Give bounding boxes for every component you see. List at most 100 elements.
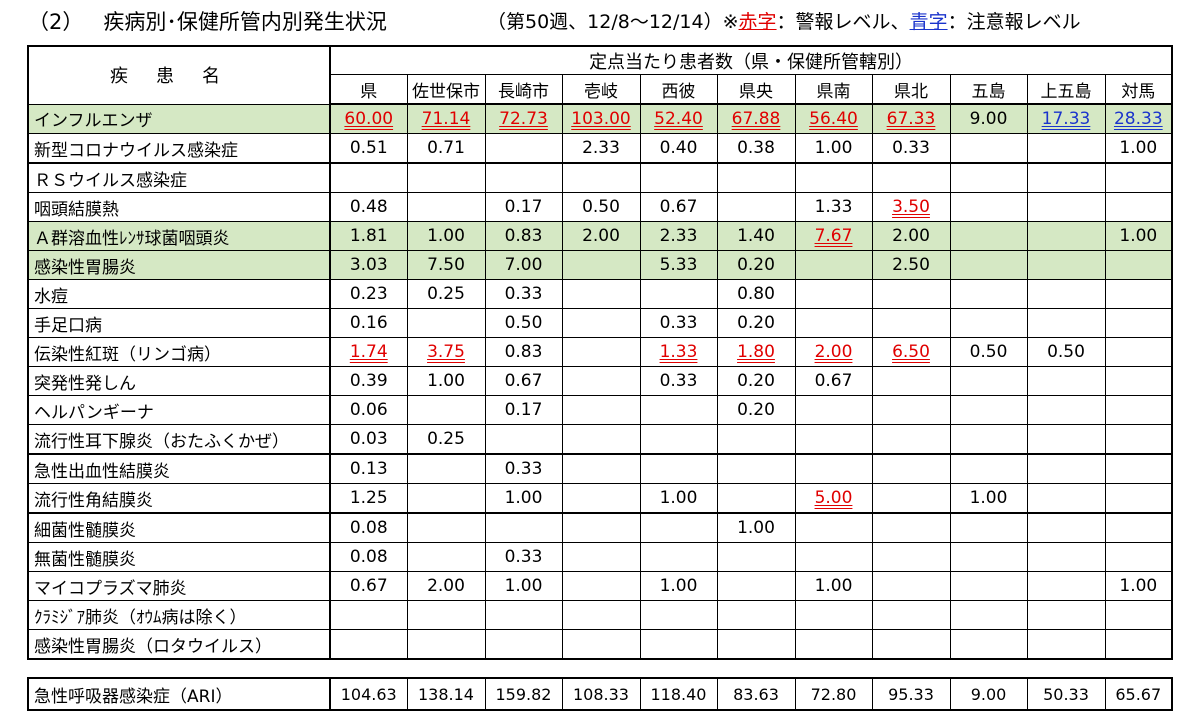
rate-cell — [406, 308, 486, 338]
disease-name: 感染性胃腸炎 — [27, 250, 331, 280]
rate-cell — [561, 512, 641, 543]
rate-cell — [794, 600, 873, 630]
rate-value: 0.17 — [504, 400, 543, 420]
rate-value-alert: 7.67 — [814, 226, 853, 246]
rate-cell: 0.50 — [949, 337, 1028, 367]
rate-cell — [484, 512, 563, 543]
rate-cell: 1.81 — [329, 221, 408, 251]
rate-cell — [949, 366, 1028, 396]
rate-cell: 0.33 — [484, 542, 563, 572]
rate-cell: 2.33 — [639, 221, 718, 251]
rate-cell: 1.80 — [716, 337, 796, 367]
rate-cell — [639, 395, 718, 425]
rate-cell: 0.50 — [1026, 337, 1106, 367]
rate-value: 0.08 — [349, 547, 388, 567]
rate-cell — [716, 162, 796, 193]
legend-red-word: 赤字 — [738, 11, 777, 33]
ari-value: 118.40 — [639, 677, 718, 711]
rate-cell — [716, 600, 796, 630]
rate-value: 0.16 — [349, 313, 388, 333]
rate-cell: 0.25 — [406, 279, 486, 309]
rate-cell — [1104, 453, 1174, 484]
rate-cell — [1104, 192, 1174, 222]
rate-cell: 0.67 — [484, 366, 563, 396]
rate-cell: 2.33 — [561, 133, 641, 164]
ari-value: 65.67 — [1104, 677, 1173, 711]
rate-value: 0.25 — [427, 429, 465, 449]
rate-cell: 0.16 — [329, 308, 408, 338]
rate-cell: 1.00 — [1104, 133, 1174, 164]
rate-value: 0.50 — [969, 342, 1008, 362]
rate-value: 0.67 — [659, 197, 698, 217]
table-row: 急性出血性結膜炎 0.13 0.33 — [27, 453, 1174, 484]
rate-cell: 0.67 — [794, 366, 873, 396]
rate-value: 0.08 — [349, 518, 388, 538]
rate-cell: 0.51 — [329, 133, 408, 164]
table-row: 感染性胃腸炎 3.03 7.50 7.00 5.33 0.20 2.50 — [27, 250, 1174, 280]
rate-cell — [794, 542, 873, 572]
rate-cell: 0.03 — [329, 424, 408, 455]
rate-cell — [794, 279, 873, 309]
rate-value-alert: 1.74 — [349, 342, 388, 362]
rate-value: 0.20 — [737, 255, 775, 275]
ari-value: 138.14 — [406, 677, 486, 711]
rate-cell — [406, 512, 486, 543]
rate-value: 0.67 — [349, 576, 388, 596]
table-row: 無菌性髄膜炎 0.08 0.33 — [27, 542, 1174, 572]
rate-cell — [1104, 250, 1174, 280]
rate-value: 0.33 — [504, 284, 543, 304]
rate-cell — [639, 279, 718, 309]
ari-table: 急性呼吸器感染症（ARI） 104.63 138.14 159.82 108.33 11… — [27, 677, 1173, 711]
rate-cell: 7.00 — [484, 250, 563, 280]
rate-cell: 1.00 — [1104, 221, 1174, 251]
rate-cell: 17.33 — [1026, 103, 1106, 134]
disease-name: 新型コロナウイルス感染症 — [27, 133, 331, 164]
table-row: 突発性発しん 0.39 1.00 0.67 0.33 0.20 0.67 — [27, 366, 1174, 396]
rate-value: 0.83 — [504, 342, 543, 362]
rate-cell: 0.33 — [871, 133, 951, 164]
rate-cell — [1026, 162, 1106, 193]
rate-cell — [1104, 337, 1174, 367]
rate-cell: 71.14 — [406, 103, 486, 134]
rate-cell: 0.80 — [716, 279, 796, 309]
rate-cell: 1.00 — [406, 366, 486, 396]
rate-cell — [949, 308, 1028, 338]
rate-cell — [949, 395, 1028, 425]
rate-cell — [949, 512, 1028, 543]
title-row: （2） 疾病別･保健所管内別発生状況 （第50週、12/8～12/14）※赤字：警… — [0, 0, 1200, 40]
rate-cell: 0.67 — [329, 571, 408, 601]
rate-cell: 0.83 — [484, 337, 563, 367]
ari-value: 95.33 — [871, 677, 951, 711]
rate-cell — [561, 308, 641, 338]
ari-value: 159.82 — [484, 677, 563, 711]
rate-value: 7.00 — [504, 255, 543, 275]
disease-name: マイコプラズマ肺炎 — [27, 571, 331, 601]
rate-cell — [561, 279, 641, 309]
ari-name: 急性呼吸器感染症（ARI） — [27, 677, 331, 711]
rate-cell: 0.33 — [484, 279, 563, 309]
rate-cell — [871, 629, 951, 660]
rate-cell: 0.23 — [329, 279, 408, 309]
rate-cell — [794, 250, 873, 280]
table-row: 咽頭結膜熱 0.48 0.17 0.50 0.67 1.33 3.50 — [27, 192, 1174, 222]
rate-cell: 1.25 — [329, 483, 408, 514]
table-row: ｸﾗﾐｼﾞｱ肺炎（ｵｳﾑ病は除く） — [27, 600, 1174, 630]
rate-cell: 7.67 — [794, 221, 873, 251]
ari-row: 急性呼吸器感染症（ARI） 104.63 138.14 159.82 108.33 11… — [27, 677, 1173, 711]
rate-cell: 28.33 — [1104, 103, 1174, 134]
column-header: 壱岐 — [561, 74, 641, 105]
disease-name-header: 疾患名 — [27, 45, 331, 105]
rate-cell — [561, 483, 641, 514]
rate-cell: 0.33 — [639, 366, 718, 396]
rate-cell — [1026, 250, 1106, 280]
rate-value-caution: 28.33 — [1113, 109, 1163, 129]
rate-cell — [794, 424, 873, 455]
rate-cell — [871, 308, 951, 338]
rate-cell: 0.83 — [484, 221, 563, 251]
rate-cell: 60.00 — [329, 103, 408, 134]
rate-cell — [561, 424, 641, 455]
rate-value: 2.00 — [582, 226, 620, 246]
disease-name: 突発性発しん — [27, 366, 331, 396]
column-header: 西彼 — [639, 74, 718, 105]
rate-cell: 1.00 — [794, 571, 873, 601]
